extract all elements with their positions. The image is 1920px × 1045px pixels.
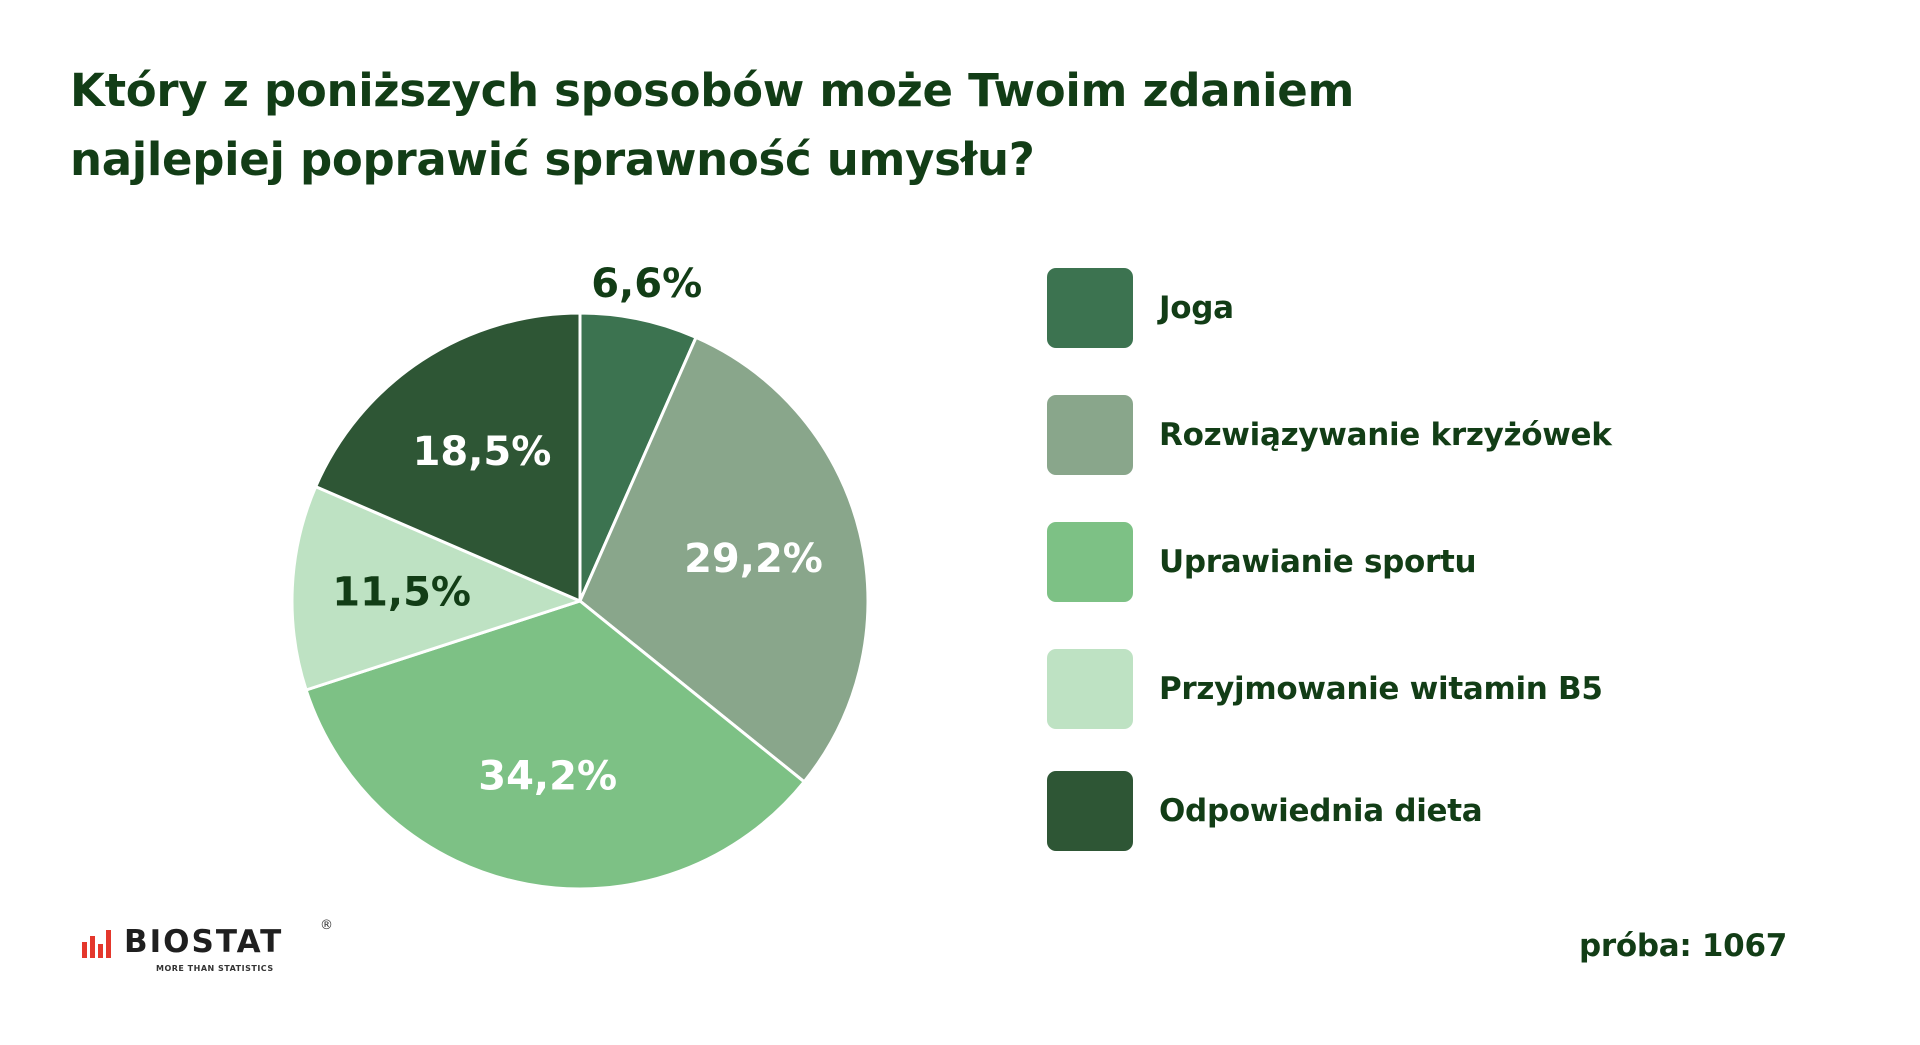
legend-item-krzyzowki: Rozwiązywanie krzyżówek xyxy=(1047,395,1747,475)
legend-swatch xyxy=(1047,522,1133,602)
pie-slice-0 xyxy=(578,311,698,603)
pie-slice-2 xyxy=(304,599,806,891)
legend-label: Joga xyxy=(1159,290,1234,326)
slice-label-1: 29,2% xyxy=(684,536,823,582)
legend-label: Rozwiązywanie krzyżówek xyxy=(1159,417,1612,453)
legend-label: Uprawianie sportu xyxy=(1159,544,1477,580)
logo-tagline: MORE THAN STATISTICS xyxy=(156,964,274,973)
legend-item-witaminy: Przyjmowanie witamin B5 xyxy=(1047,649,1747,729)
legend-item-joga: Joga xyxy=(1047,268,1747,348)
slice-label-0: 6,6% xyxy=(591,261,702,307)
slice-label-2: 34,2% xyxy=(478,754,617,800)
sample-size: próba: 1067 xyxy=(1578,928,1787,964)
legend-label: Przyjmowanie witamin B5 xyxy=(1159,671,1603,707)
legend-swatch xyxy=(1047,771,1133,851)
pie-slice-3 xyxy=(290,485,582,692)
pie-labels: 6,6% 29,2% 34,2% 11,5% 18,5% xyxy=(332,261,823,800)
pie-slices xyxy=(290,311,870,891)
slice-label-4: 18,5% xyxy=(413,429,552,475)
pie-slice-4 xyxy=(314,311,582,603)
legend-item-dieta: Odpowiednia dieta xyxy=(1047,771,1747,851)
legend-item-sport: Uprawianie sportu xyxy=(1047,522,1747,602)
pie-slice-1 xyxy=(578,335,870,784)
bar-chart-icon xyxy=(82,930,111,958)
legend-swatch xyxy=(1047,649,1133,729)
logo-text: BIOSTAT xyxy=(124,924,284,960)
registered-mark: ® xyxy=(320,918,333,933)
legend-swatch xyxy=(1047,395,1133,475)
legend-label: Odpowiednia dieta xyxy=(1159,793,1483,829)
legend-swatch xyxy=(1047,268,1133,348)
slice-label-3: 11,5% xyxy=(332,570,471,616)
chart-title: Który z poniższych sposobów może Twoim z… xyxy=(70,64,1355,186)
biostat-logo: BIOSTAT ® MORE THAN STATISTICS xyxy=(82,918,342,976)
